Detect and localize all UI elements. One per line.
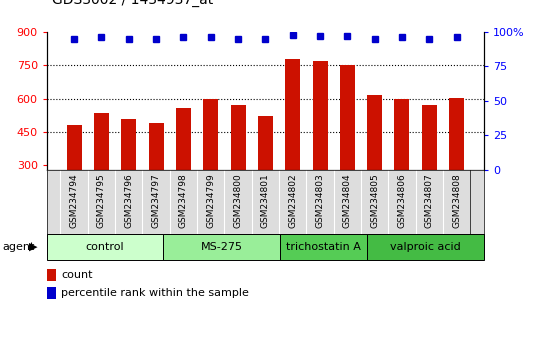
Text: GDS3002 / 1434937_at: GDS3002 / 1434937_at xyxy=(52,0,213,7)
Bar xyxy=(163,234,280,260)
Text: GSM234808: GSM234808 xyxy=(452,173,461,228)
Text: agent: agent xyxy=(3,242,35,252)
Text: GSM234806: GSM234806 xyxy=(398,173,406,228)
Bar xyxy=(47,234,163,260)
Bar xyxy=(47,269,56,281)
Bar xyxy=(422,105,437,232)
Text: trichostatin A: trichostatin A xyxy=(286,242,361,252)
Text: GSM234794: GSM234794 xyxy=(70,173,79,228)
Bar xyxy=(285,58,300,232)
Text: GSM234807: GSM234807 xyxy=(425,173,434,228)
Bar xyxy=(176,108,191,232)
Bar xyxy=(203,99,218,232)
Bar xyxy=(230,105,245,232)
Text: GSM234805: GSM234805 xyxy=(370,173,379,228)
Bar xyxy=(148,123,163,232)
Text: GSM234802: GSM234802 xyxy=(288,173,297,228)
Bar xyxy=(394,99,410,232)
Text: count: count xyxy=(61,270,93,280)
Text: percentile rank within the sample: percentile rank within the sample xyxy=(61,288,249,298)
Text: valproic acid: valproic acid xyxy=(390,242,461,252)
Text: GSM234800: GSM234800 xyxy=(234,173,243,228)
Text: GSM234804: GSM234804 xyxy=(343,173,352,228)
Text: GSM234796: GSM234796 xyxy=(124,173,133,228)
Bar xyxy=(67,125,81,232)
Bar xyxy=(280,234,367,260)
Text: GSM234803: GSM234803 xyxy=(316,173,324,228)
Text: ▶: ▶ xyxy=(29,242,37,252)
Text: control: control xyxy=(86,242,124,252)
Bar xyxy=(258,116,273,232)
Text: MS-275: MS-275 xyxy=(201,242,243,252)
Bar xyxy=(312,61,328,232)
Bar xyxy=(94,113,109,232)
Text: GSM234801: GSM234801 xyxy=(261,173,270,228)
Bar xyxy=(367,234,484,260)
Text: GSM234799: GSM234799 xyxy=(206,173,215,228)
Text: GSM234797: GSM234797 xyxy=(152,173,161,228)
Bar xyxy=(449,98,464,232)
Bar xyxy=(47,287,56,299)
Text: GSM234798: GSM234798 xyxy=(179,173,188,228)
Bar xyxy=(367,95,382,232)
Text: GSM234795: GSM234795 xyxy=(97,173,106,228)
Bar xyxy=(121,119,136,232)
Bar xyxy=(340,65,355,232)
